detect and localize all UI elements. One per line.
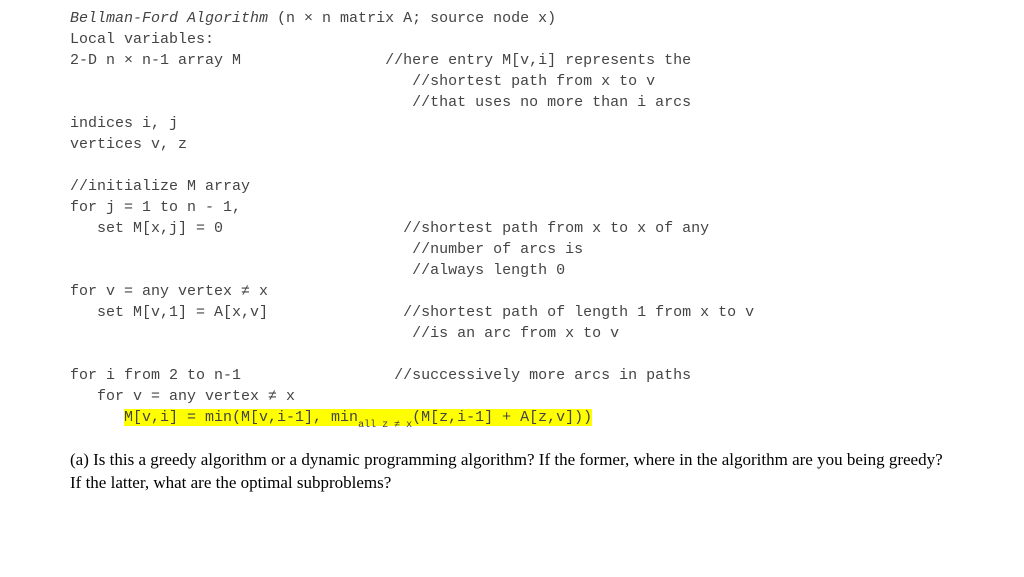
- question-label: (a): [70, 450, 89, 469]
- for-i-loop: for i from 2 to n-1: [70, 367, 241, 384]
- algo-title: Bellman-Ford Algorithm: [70, 10, 268, 27]
- recurrence-part-a: M[v,i] = min(M[v,i-1], min: [124, 409, 358, 426]
- page: Bellman-Ford Algorithm (n × n matrix A; …: [0, 0, 1024, 515]
- m-comment-3: //that uses no more than i arcs: [412, 94, 691, 111]
- sp-x-comment-3: //always length 0: [412, 262, 565, 279]
- init-comment: //initialize M array: [70, 178, 250, 195]
- m-array-decl: 2-D n × n-1 array M: [70, 52, 241, 69]
- question-a: (a) Is this a greedy algorithm or a dyna…: [70, 449, 954, 495]
- set-mxj: set M[x,j] = 0: [70, 220, 223, 237]
- algo-signature: (n × n matrix A; source node x): [268, 10, 556, 27]
- recurrence-part-b: (M[z,i-1] + A[z,v])): [412, 409, 592, 426]
- sp-v-comment-2: //is an arc from x to v: [412, 325, 619, 342]
- sp-v-comment-1: //shortest path of length 1 from x to v: [403, 304, 754, 321]
- recurrence-subscript: all z ≠ x: [358, 420, 412, 431]
- m-comment-1: //here entry M[v,i] represents the: [385, 52, 691, 69]
- m-comment-2: //shortest path from x to v: [412, 73, 655, 90]
- for-v-loop-2: for v = any vertex ≠ x: [70, 388, 295, 405]
- algorithm-pseudocode: Bellman-Ford Algorithm (n × n matrix A; …: [70, 8, 954, 431]
- vertices-decl: vertices v, z: [70, 136, 187, 153]
- set-mv1: set M[v,1] = A[x,v]: [70, 304, 268, 321]
- local-vars-label: Local variables:: [70, 31, 214, 48]
- sp-x-comment-2: //number of arcs is: [412, 241, 583, 258]
- sp-x-comment-1: //shortest path from x to x of any: [403, 220, 709, 237]
- for-v-loop-1: for v = any vertex ≠ x: [70, 283, 268, 300]
- for-j-loop: for j = 1 to n - 1,: [70, 199, 241, 216]
- recurrence-highlight: M[v,i] = min(M[v,i-1], minall z ≠ x(M[z,…: [124, 409, 592, 426]
- question-text: Is this a greedy algorithm or a dynamic …: [70, 450, 943, 492]
- indices-decl: indices i, j: [70, 115, 178, 132]
- succ-comment: //successively more arcs in paths: [394, 367, 691, 384]
